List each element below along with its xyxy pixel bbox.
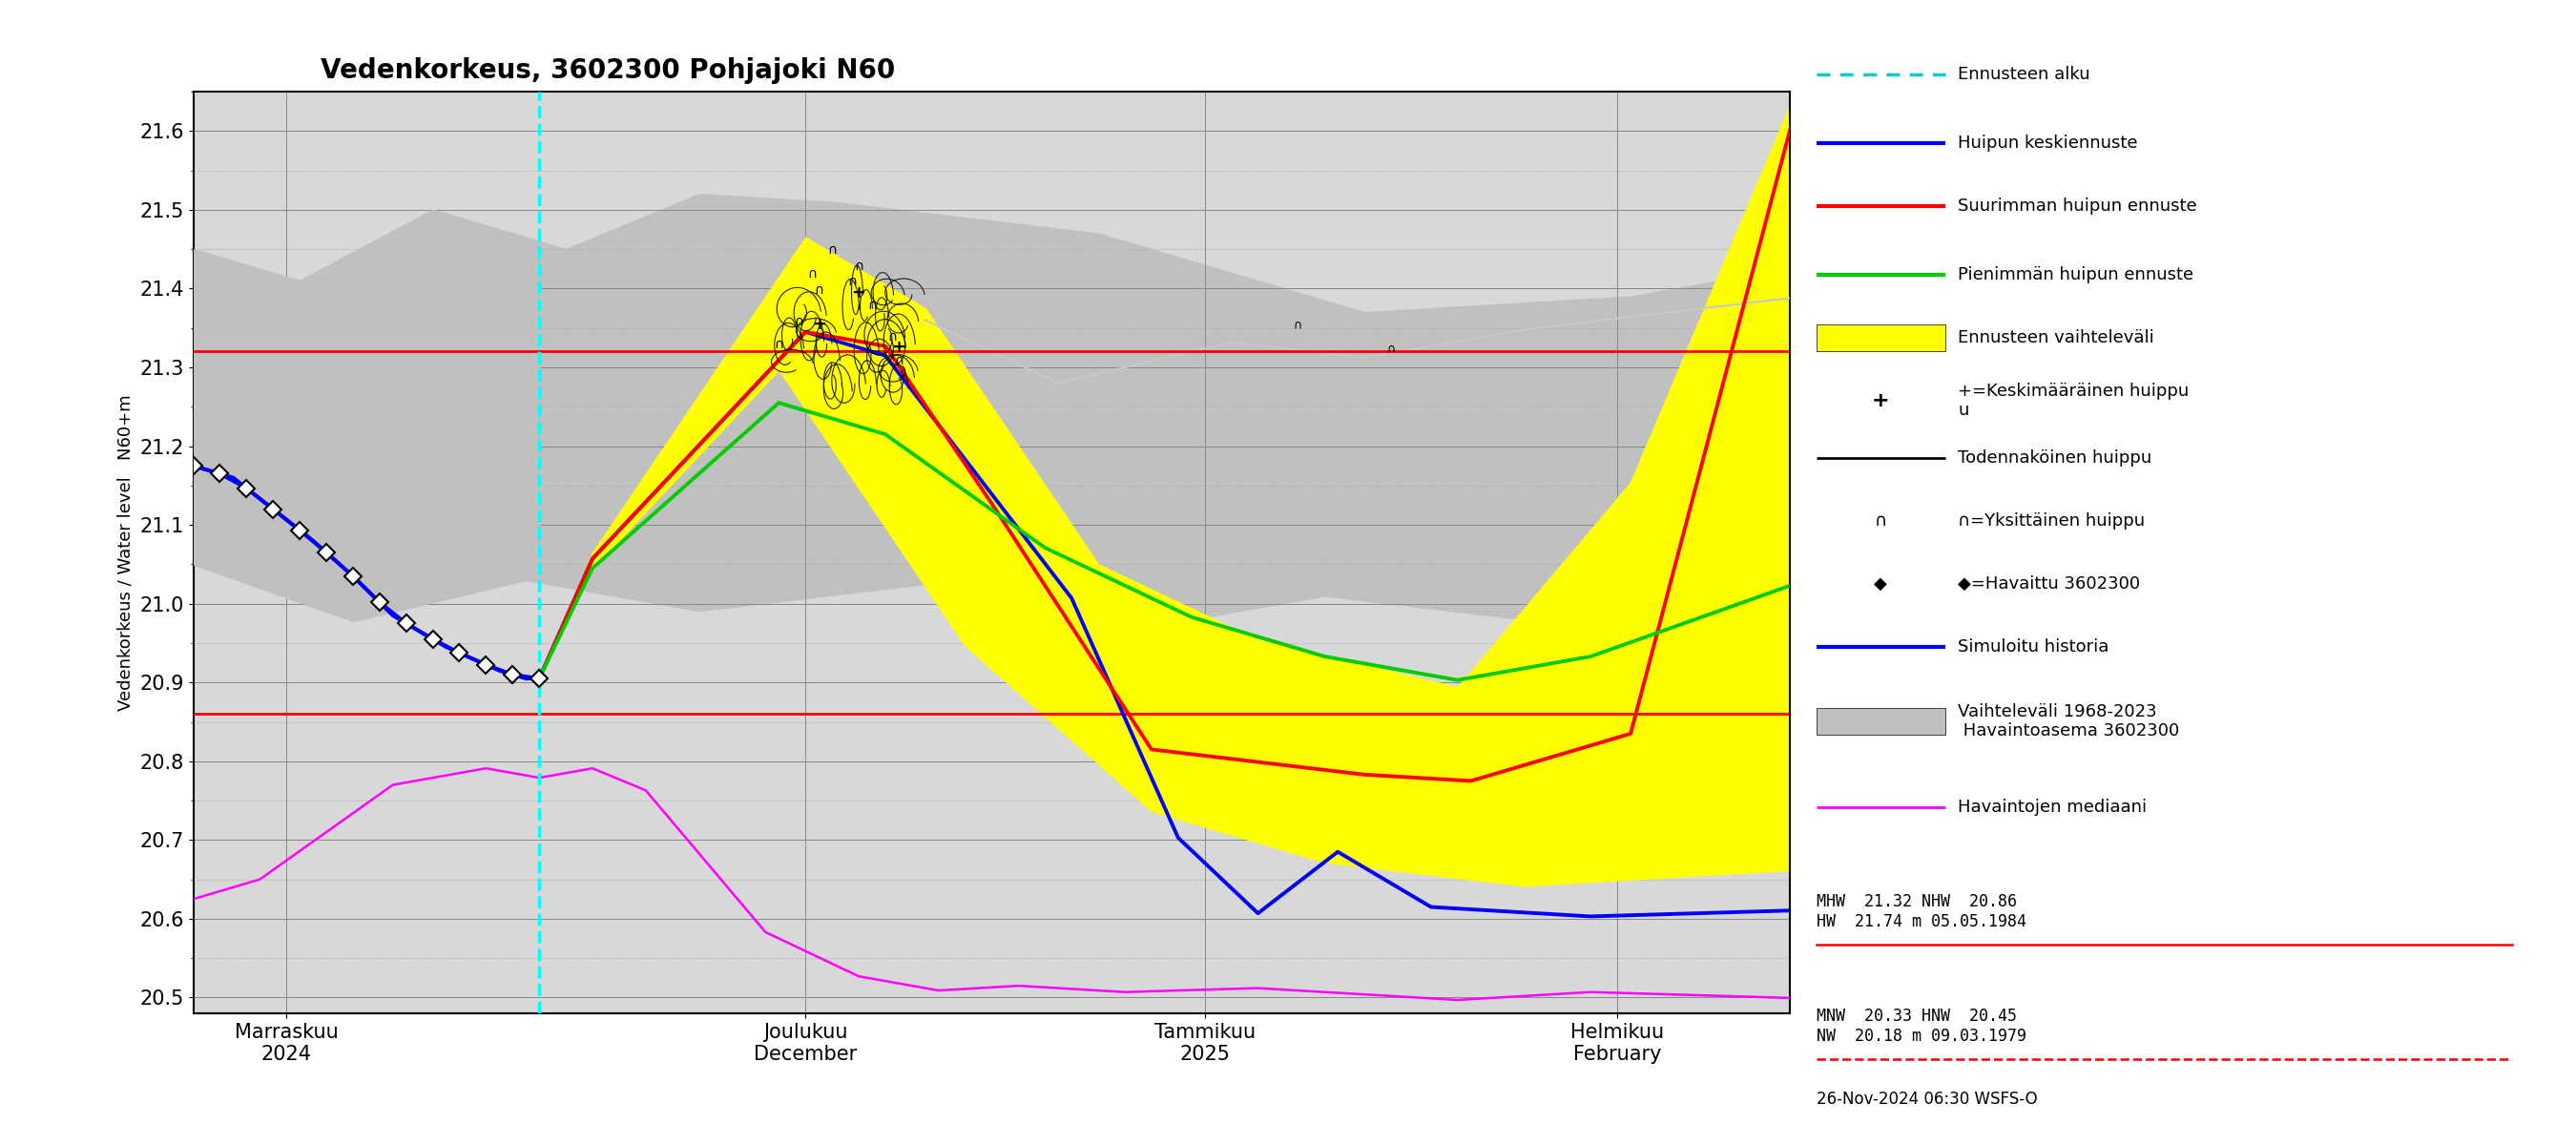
Text: ∩: ∩ <box>827 244 837 256</box>
Text: Vedenkorkeus, 3602300 Pohjajoki N60: Vedenkorkeus, 3602300 Pohjajoki N60 <box>322 57 896 84</box>
Text: Pienimmän huipun ennuste: Pienimmän huipun ennuste <box>1958 266 2195 283</box>
Text: ∩: ∩ <box>894 354 904 368</box>
Text: ∩: ∩ <box>886 331 896 343</box>
Text: Todennaköinen huippu: Todennaköinen huippu <box>1958 449 2151 467</box>
Text: Simuloitu historia: Simuloitu historia <box>1958 639 2110 655</box>
Text: ∩: ∩ <box>853 260 863 273</box>
Text: ∩: ∩ <box>848 275 858 289</box>
Text: ◆=Havaittu 3602300: ◆=Havaittu 3602300 <box>1958 575 2141 593</box>
Text: ∩: ∩ <box>1386 344 1396 355</box>
Text: MNW  20.33 HNW  20.45
NW  20.18 m 09.03.1979: MNW 20.33 HNW 20.45 NW 20.18 m 09.03.197… <box>1816 1008 2025 1044</box>
Text: +: + <box>1873 392 1888 410</box>
Text: Havaintojen mediaani: Havaintojen mediaani <box>1958 799 2146 815</box>
Text: ∩: ∩ <box>814 283 824 297</box>
Text: +=Keskimääräinen huippu
u: +=Keskimääräinen huippu u <box>1958 382 2190 419</box>
Text: ∩: ∩ <box>868 299 876 313</box>
Text: ∩: ∩ <box>806 267 817 281</box>
Text: Ennusteen alku: Ennusteen alku <box>1958 65 2089 82</box>
Text: ∩=Yksittäinen huippu: ∩=Yksittäinen huippu <box>1958 513 2146 529</box>
Text: +: + <box>811 315 827 332</box>
Text: +: + <box>891 339 907 356</box>
Y-axis label: Vedenkorkeus / Water level   N60+m: Vedenkorkeus / Water level N60+m <box>116 394 134 711</box>
Text: 26-Nov-2024 06:30 WSFS-O: 26-Nov-2024 06:30 WSFS-O <box>1816 1090 2038 1108</box>
Text: Suurimman huipun ennuste: Suurimman huipun ennuste <box>1958 197 2197 215</box>
Text: Huipun keskiennuste: Huipun keskiennuste <box>1958 134 2138 151</box>
Text: ∩: ∩ <box>1293 319 1303 332</box>
Text: ∩: ∩ <box>1875 513 1886 529</box>
Text: ∩: ∩ <box>773 338 783 352</box>
Text: MHW  21.32 NHW  20.86
HW  21.74 m 05.05.1984: MHW 21.32 NHW 20.86 HW 21.74 m 05.05.198… <box>1816 893 2025 930</box>
Text: ∩: ∩ <box>793 315 804 327</box>
Text: ◆: ◆ <box>1873 575 1888 593</box>
Text: Vaihteleväli 1968-2023
 Havaintoasema 3602300: Vaihteleväli 1968-2023 Havaintoasema 360… <box>1958 703 2179 740</box>
Text: Ennusteen vaihteleväli: Ennusteen vaihteleväli <box>1958 330 2154 346</box>
Text: +: + <box>853 284 866 301</box>
